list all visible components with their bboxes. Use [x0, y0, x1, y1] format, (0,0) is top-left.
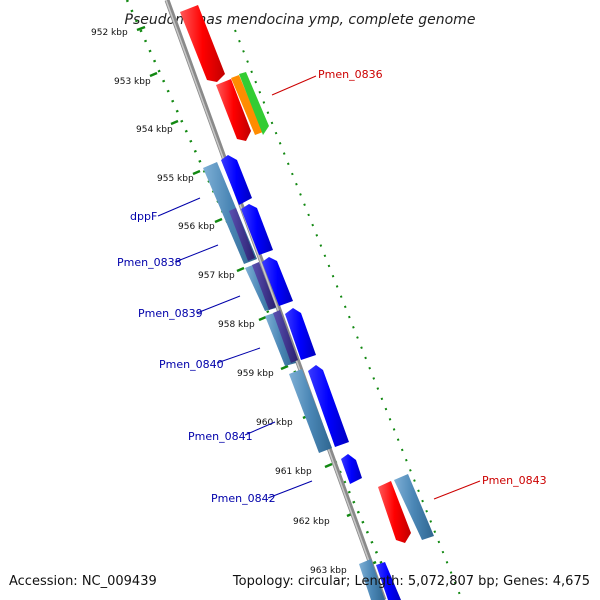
gene-label-pmen-0842[interactable]: Pmen_0842: [211, 492, 276, 505]
kbp-label: 962 kbp: [293, 517, 330, 527]
kbp-label: 956 kbp: [178, 222, 215, 232]
gene-blue-bottom[interactable]: [376, 562, 401, 600]
gene-pmen-0842[interactable]: [341, 454, 362, 484]
gene-pmen-0841[interactable]: [289, 369, 332, 453]
gene-pmen-0840[interactable]: [285, 308, 316, 360]
kbp-labels: 952 kbp 953 kbp 954 kbp 955 kbp 956 kbp …: [91, 28, 347, 576]
gene-pmen-0840-dark[interactable]: [273, 310, 298, 363]
gene-label-pmen-0839[interactable]: Pmen_0839: [138, 307, 203, 320]
kbp-label: 963 kbp: [310, 566, 347, 576]
chromosome-backbone: [164, 0, 387, 600]
gene-pmen-0839-dark[interactable]: [252, 262, 276, 310]
gene-pmen-0838-dark[interactable]: [229, 208, 255, 261]
gene-label-pmen-0840[interactable]: Pmen_0840: [159, 358, 224, 371]
gene-label-pmen-0838[interactable]: Pmen_0838: [117, 256, 182, 269]
kbp-label: 952 kbp: [91, 28, 128, 38]
gene-blue-956[interactable]: [241, 204, 273, 255]
gene-steelblue-bottom[interactable]: [359, 559, 385, 600]
gene-pmen-0843-red[interactable]: [378, 481, 411, 543]
gene-forward-red[interactable]: [216, 79, 251, 141]
gene-forward-red[interactable]: [180, 5, 225, 82]
kbp-label: 954 kbp: [136, 125, 173, 135]
gene-blue-957[interactable]: [262, 257, 293, 306]
gene-labels: Pmen_0836 dppF Pmen_0838 Pmen_0839 Pmen_…: [117, 68, 547, 505]
gene-forward-orange[interactable]: [231, 75, 263, 135]
topology-text: Topology: circular; Length: 5,072,807 bp…: [232, 574, 590, 589]
gene-label-pmen-0836[interactable]: Pmen_0836: [318, 68, 383, 81]
accession-text: Accession: NC_009439: [9, 574, 157, 589]
gene-pmen-0842-blue[interactable]: [308, 365, 349, 447]
gene-label-pmen-0841[interactable]: Pmen_0841: [188, 430, 253, 443]
genome-title: Pseudomonas mendocina ymp, complete geno…: [125, 12, 476, 28]
kbp-label: 958 kbp: [218, 320, 255, 330]
chromosome-backbone-highlight: [165, 0, 384, 600]
gene-pmen-0836[interactable]: [239, 72, 269, 135]
kbp-label: 961 kbp: [275, 467, 312, 477]
kbp-label: 959 kbp: [237, 369, 274, 379]
kbp-label: 960 kbp: [256, 418, 293, 428]
kbp-label: 955 kbp: [157, 174, 194, 184]
gene-pmen-0843[interactable]: [394, 474, 434, 540]
gene-label-dppf[interactable]: dppF: [130, 210, 157, 223]
kbp-label: 957 kbp: [198, 271, 235, 281]
gene-label-pmen-0843[interactable]: Pmen_0843: [482, 474, 547, 487]
gene-blue-955[interactable]: [221, 155, 252, 205]
kbp-label: 953 kbp: [114, 77, 151, 87]
gene-label-leaders: [157, 75, 481, 500]
